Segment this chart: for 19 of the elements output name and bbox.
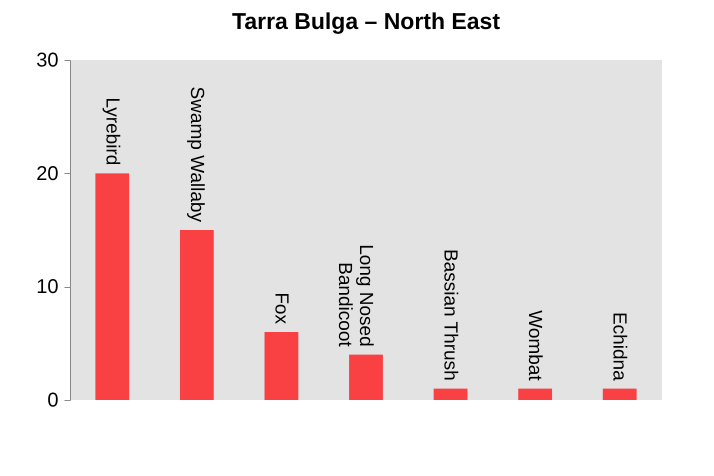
bar: [518, 388, 552, 400]
y-tick-label: 30: [36, 50, 58, 72]
x-tick-label: Echidna: [608, 312, 630, 382]
bar: [602, 388, 637, 400]
x-tick-label: Long Nosed Bandicoot: [334, 244, 376, 348]
bar: [434, 388, 468, 400]
x-tick-label: Bassian Thrush: [440, 248, 461, 381]
x-tick-label: Wombat: [524, 310, 546, 382]
chart-title: Tarra Bulga – North East: [232, 8, 500, 34]
x-tick-label: Lyrebird: [101, 97, 122, 166]
bar: [180, 230, 214, 400]
x-tick-label: Fox: [270, 292, 292, 324]
y-tick-label: 0: [47, 390, 58, 412]
y-tick-label: 20: [36, 162, 58, 185]
bar: [95, 173, 130, 400]
y-tick-label: 10: [36, 276, 58, 298]
bar: [264, 332, 298, 400]
bar: [349, 354, 383, 400]
x-tick-label: Swamp Wallaby: [186, 86, 207, 222]
